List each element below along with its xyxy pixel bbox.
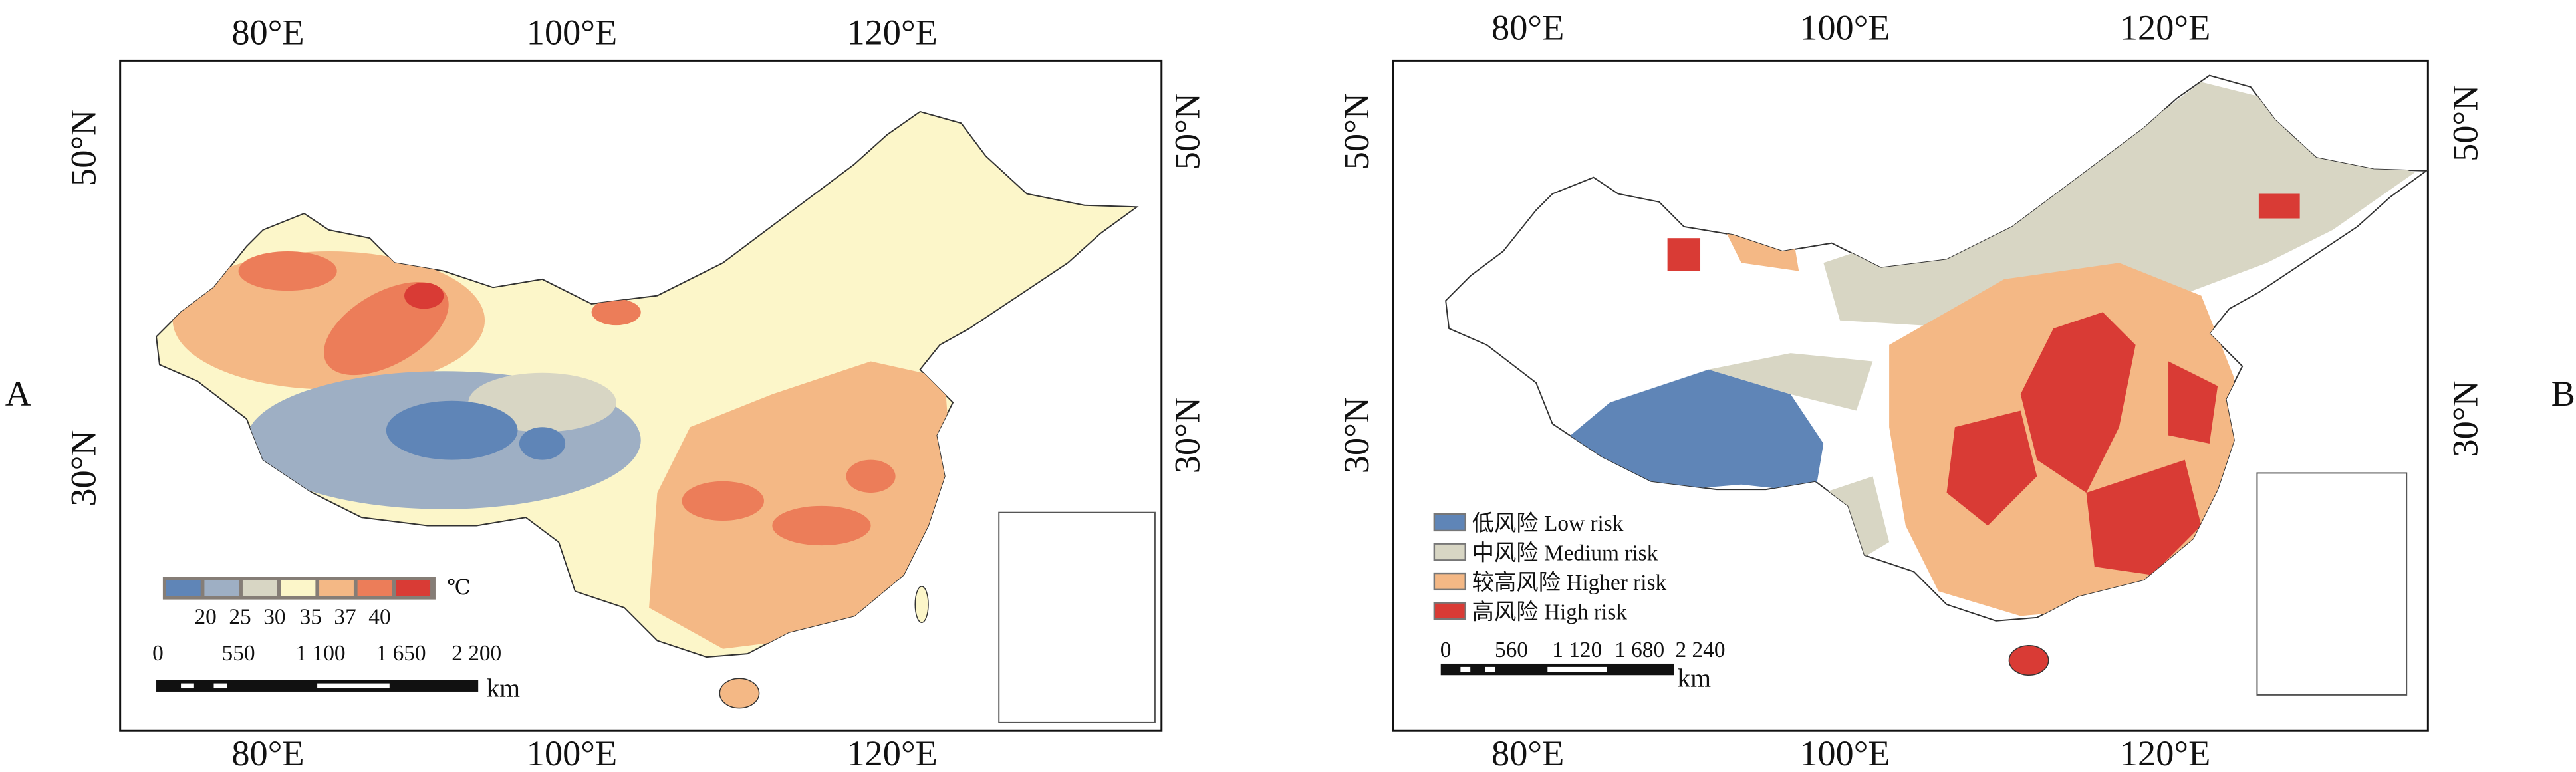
legend-swatch-low: [1433, 513, 1467, 532]
panel-label: A: [5, 374, 31, 414]
legend-label: 高风险 High risk: [1472, 600, 1628, 624]
scale-tick: 1 650: [376, 641, 426, 666]
lat-label: 30°N: [1168, 397, 1208, 473]
lat-label: 30°N: [1337, 397, 1376, 473]
scale-tick: 550: [222, 641, 255, 666]
legend-swatch-higher: [1433, 572, 1467, 591]
scale-unit: km: [487, 673, 521, 702]
temperature-legend: [162, 577, 436, 600]
legend-color-swatch: [357, 579, 392, 596]
legend-color-swatch: [319, 579, 354, 596]
panel-label: B: [2551, 374, 2575, 414]
lon-label: 80°E: [1491, 7, 1564, 47]
legend-break: 20: [194, 605, 216, 630]
lon-label: 80°E: [231, 13, 304, 53]
lon-label: 100°E: [1799, 733, 1890, 772]
scale-tick: 0: [152, 641, 164, 666]
map-frame: [1392, 59, 2429, 732]
lon-label: 120°E: [846, 733, 937, 772]
legend-color-swatch: [281, 579, 316, 596]
scale-tick: 1 120: [1552, 638, 1602, 662]
legend-label: 低风险 Low risk: [1472, 511, 1624, 536]
temperature-map: [155, 110, 1138, 709]
legend-breaks: 20 25 30 35 37 40: [194, 605, 390, 630]
legend-break: 30: [263, 605, 285, 630]
scale-tick: 1 100: [296, 641, 346, 666]
south-china-sea-inset: [2256, 472, 2408, 696]
lon-label: 80°E: [231, 733, 304, 772]
lat-label: 50°N: [64, 110, 104, 186]
legend-color-swatch: [166, 579, 201, 596]
panel-a: 80°E 100°E 120°E 80°E 100°E 120°E 50°N 3…: [5, 13, 1208, 772]
legend-label: 中风险 Medium risk: [1472, 541, 1658, 565]
legend-unit: ℃: [447, 575, 471, 599]
legend-break: 25: [229, 605, 251, 630]
scale-bar: 0 550 1 100 1 650 2 200 km: [152, 641, 520, 702]
panel-b: 80°E 100°E 120°E 80°E 100°E 120°E 50°N 3…: [1337, 7, 2575, 772]
scale-tick: 2 200: [451, 641, 501, 666]
lat-label: 30°N: [64, 430, 104, 506]
risk-legend: 低风险 Low risk 中风险 Medium risk 较高风险 Higher…: [1433, 511, 1667, 624]
legend-label: 较高风险 Higher risk: [1472, 571, 1667, 595]
scale-tick: 560: [1495, 638, 1528, 662]
lon-label: 80°E: [1491, 733, 1564, 772]
risk-map: [1444, 74, 2428, 676]
lon-label: 100°E: [1799, 7, 1890, 47]
scale-tick: 1 680: [1614, 638, 1664, 662]
lat-label: 30°N: [2445, 380, 2485, 457]
legend-color-swatch: [242, 579, 277, 596]
legend-color-swatch: [204, 579, 239, 596]
legend-swatch-high: [1433, 602, 1467, 620]
legend-break: 40: [368, 605, 390, 630]
scale-tick: 0: [1440, 638, 1452, 662]
south-china-sea-inset: [998, 511, 1156, 723]
lon-label: 120°E: [2120, 7, 2210, 47]
legend-color-swatch: [396, 579, 431, 596]
lat-label: 50°N: [1168, 93, 1208, 170]
lat-label: 50°N: [1337, 93, 1376, 170]
scale-bar: 0 560 1 120 1 680 2 240 km: [1440, 638, 1726, 692]
scale-unit: km: [1677, 664, 1711, 693]
legend-swatch-medium: [1433, 543, 1467, 561]
scale-tick: 2 240: [1676, 638, 1726, 662]
legend-break: 35: [300, 605, 322, 630]
lon-label: 120°E: [846, 13, 937, 53]
map-frame: [119, 59, 1163, 732]
lon-label: 100°E: [527, 733, 617, 772]
lon-label: 100°E: [527, 13, 617, 53]
lon-label: 120°E: [2120, 733, 2210, 772]
lat-label: 50°N: [2445, 85, 2485, 162]
legend-break: 37: [334, 605, 356, 630]
